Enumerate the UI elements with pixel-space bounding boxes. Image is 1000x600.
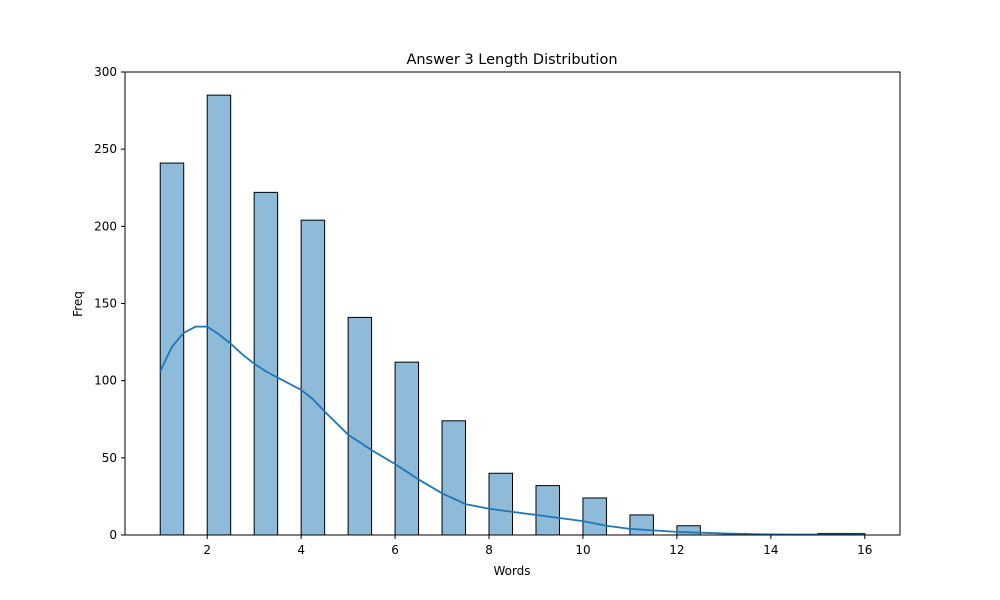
histogram-bar: [582, 497, 607, 536]
y-tick-label: 50: [102, 451, 117, 465]
histogram-bar: [300, 219, 326, 536]
y-axis-title: Freq: [71, 291, 85, 317]
x-tick-label: 14: [763, 543, 778, 557]
histogram-bar: [535, 485, 560, 536]
x-tick-label: 12: [669, 543, 684, 557]
x-tick-label: 8: [485, 543, 493, 557]
histogram-bar: [347, 316, 373, 536]
histogram-bar: [206, 94, 232, 536]
kde-line: [159, 325, 865, 536]
histogram-bars: [159, 94, 866, 536]
x-axis-title: Words: [493, 564, 530, 578]
x-tick-label: 16: [857, 543, 872, 557]
histogram-bar: [394, 361, 420, 536]
plot-frame: [124, 71, 901, 536]
histogram-bar: [441, 420, 467, 536]
x-axis-ticks: 2 4 6 8 10 12 14 16: [203, 535, 872, 557]
y-tick-label: 200: [94, 219, 117, 233]
x-tick-label: 6: [391, 543, 399, 557]
y-axis-ticks: 0 50 100 150 200 250 300: [94, 65, 125, 542]
histogram-bar: [253, 191, 279, 536]
y-tick-label: 100: [94, 374, 117, 388]
x-tick-label: 4: [297, 543, 305, 557]
x-tick-label: 10: [575, 543, 590, 557]
histogram-bar: [629, 514, 654, 536]
y-tick-label: 300: [94, 65, 117, 79]
x-tick-label: 2: [203, 543, 211, 557]
histogram-bar: [676, 525, 701, 536]
y-tick-label: 0: [109, 528, 117, 542]
y-tick-label: 250: [94, 142, 117, 156]
y-tick-label: 150: [94, 297, 117, 311]
histogram-bar: [488, 472, 513, 536]
chart-title: Answer 3 Length Distribution: [406, 52, 617, 68]
histogram-bar: [159, 162, 185, 536]
